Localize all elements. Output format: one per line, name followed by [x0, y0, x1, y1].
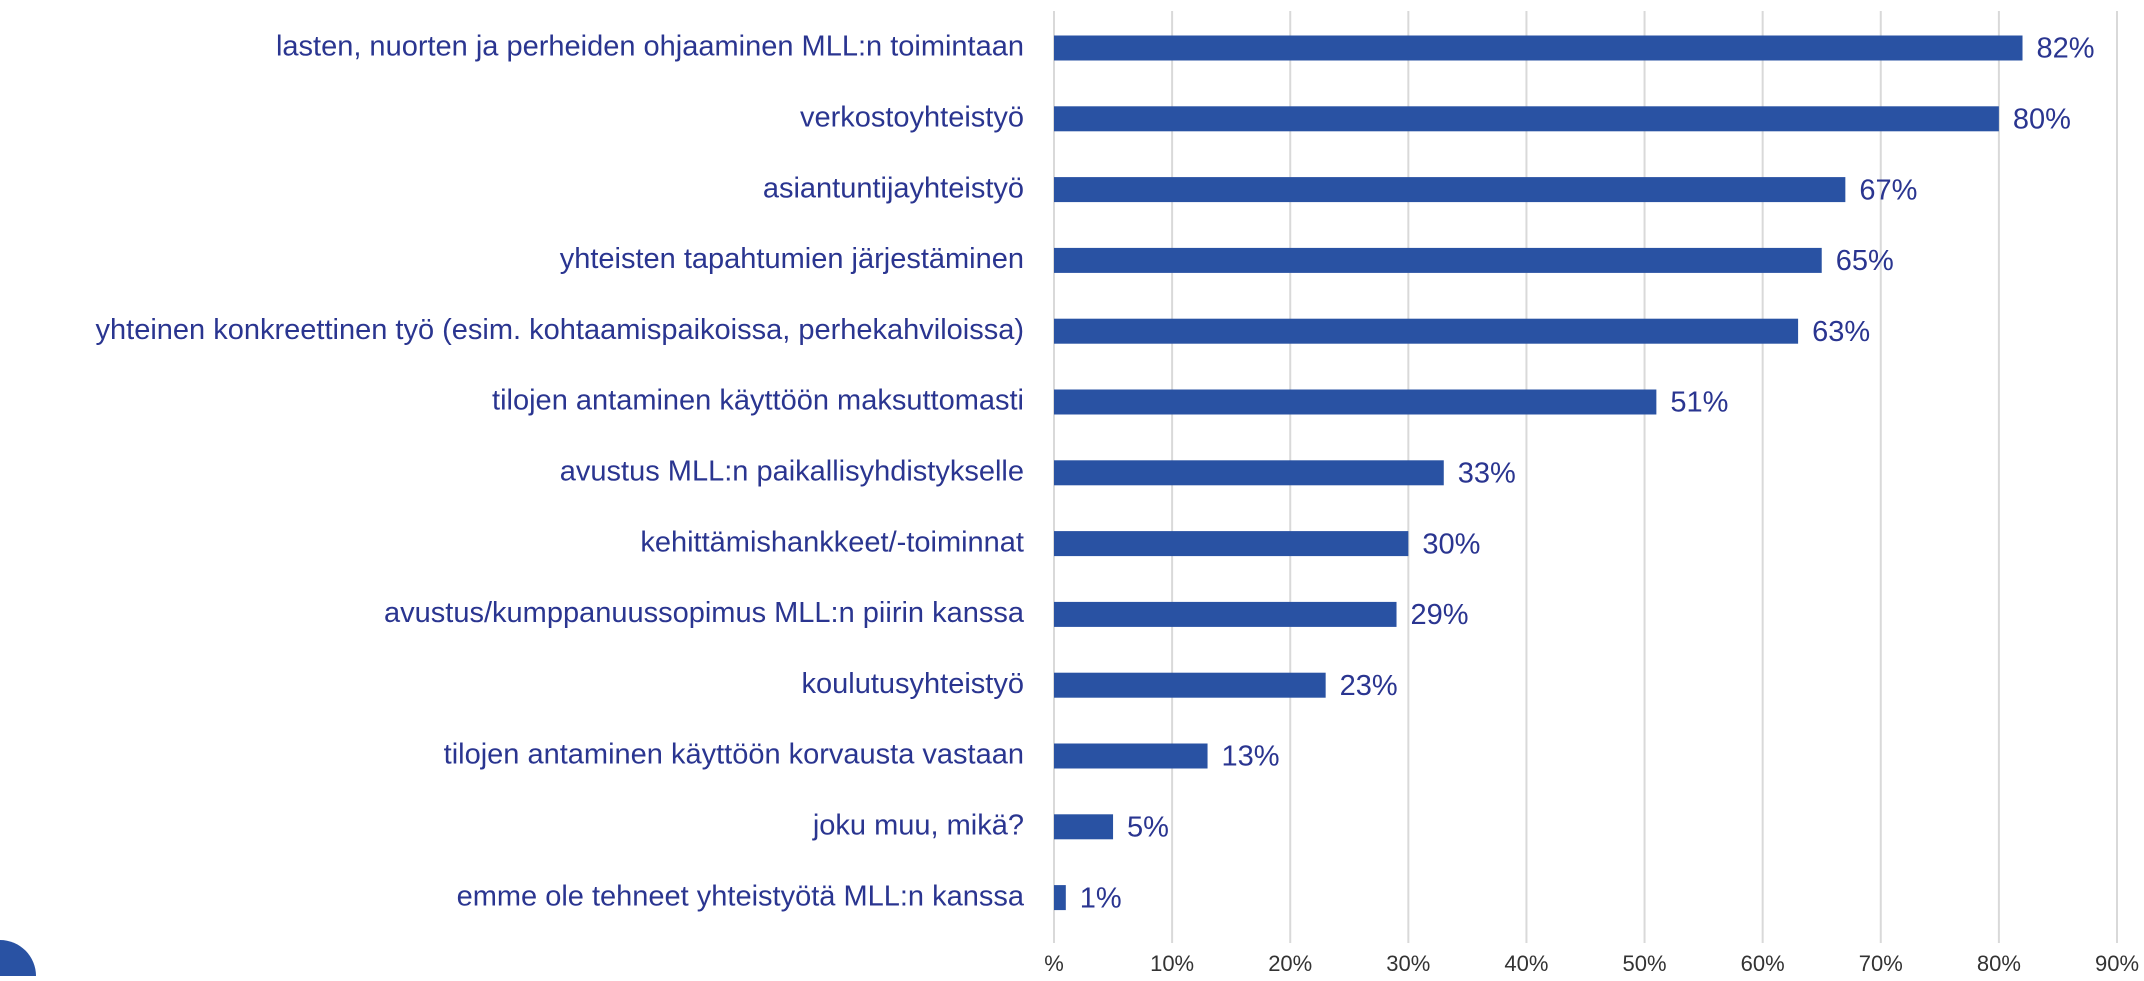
category-label: avustus/kumppanuussopimus MLL:n piirin k… — [384, 597, 1025, 629]
x-tick-label: 70% — [1859, 951, 1903, 976]
value-label: 29% — [1411, 599, 1469, 631]
value-label: 63% — [1812, 316, 1870, 348]
bar — [1054, 177, 1846, 203]
value-label: 82% — [2037, 33, 2095, 65]
x-tick-label: 80% — [1977, 951, 2021, 976]
category-label: emme ole tehneet yhteistyötä MLL:n kanss… — [457, 880, 1025, 912]
bar — [1054, 460, 1444, 486]
bar — [1054, 601, 1397, 627]
value-label: 1% — [1080, 882, 1122, 914]
x-tick-label: 30% — [1386, 951, 1430, 976]
x-tick-label: 40% — [1504, 951, 1548, 976]
value-label: 51% — [1670, 387, 1728, 419]
value-label: 23% — [1340, 670, 1398, 702]
bar — [1054, 247, 1822, 273]
x-tick-label: 90% — [2095, 951, 2139, 976]
value-label: 5% — [1127, 811, 1169, 843]
bar — [1054, 318, 1799, 344]
bar — [1054, 531, 1409, 557]
category-label: kehittämishankkeet/-toiminnat — [640, 526, 1024, 558]
value-label: 33% — [1458, 457, 1516, 489]
category-label: tilojen antaminen käyttöön maksuttomasti — [492, 385, 1024, 417]
x-tick-label: 10% — [1150, 951, 1194, 976]
value-label: 65% — [1836, 245, 1894, 277]
category-label: tilojen antaminen käyttöön korvausta vas… — [444, 739, 1024, 771]
category-label: avustus MLL:n paikallisyhdistykselle — [560, 455, 1024, 487]
value-label: 13% — [1222, 741, 1280, 773]
bar — [1054, 35, 2023, 61]
x-tick-label: 20% — [1268, 951, 1312, 976]
category-label: lasten, nuorten ja perheiden ohjaaminen … — [276, 31, 1024, 63]
decoration — [0, 940, 36, 981]
x-tick-label: 60% — [1741, 951, 1785, 976]
value-label: 80% — [2013, 103, 2071, 135]
category-label: verkostoyhteistyö — [800, 101, 1024, 133]
x-tick-label: % — [1044, 951, 1064, 976]
x-tick-label: 50% — [1623, 951, 1667, 976]
category-label: koulutusyhteistyö — [802, 668, 1024, 700]
bar — [1054, 672, 1326, 698]
bar — [1054, 814, 1114, 840]
bar — [1054, 885, 1066, 911]
value-label: 67% — [1859, 174, 1917, 206]
category-label: joku muu, mikä? — [812, 809, 1024, 841]
category-label: asiantuntijayhteistyö — [763, 172, 1024, 204]
value-label: 30% — [1422, 528, 1480, 560]
bar — [1054, 743, 1208, 769]
bar — [1054, 106, 1999, 132]
category-label: yhteisten tapahtumien järjestäminen — [560, 243, 1024, 275]
category-label: yhteinen konkreettinen työ (esim. kohtaa… — [96, 314, 1024, 346]
bar — [1054, 389, 1657, 415]
